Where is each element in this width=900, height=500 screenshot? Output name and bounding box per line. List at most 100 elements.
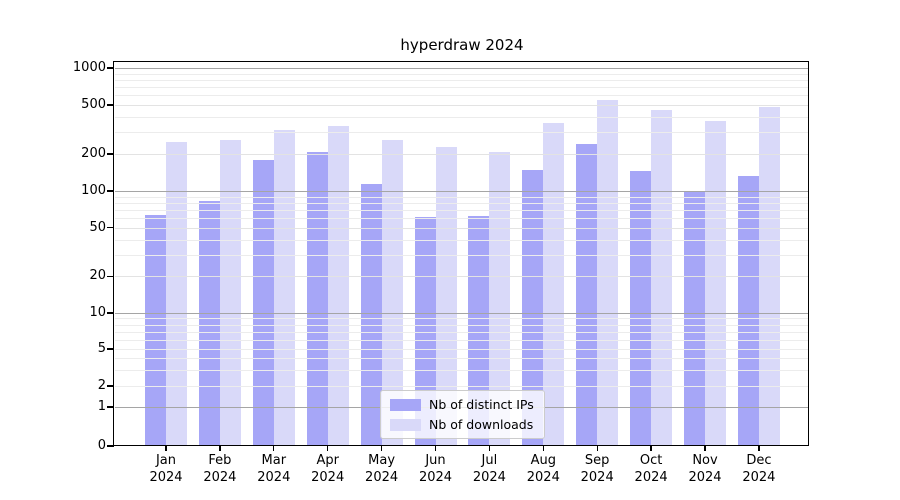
bar-nb-of-downloads-oct — [651, 109, 673, 446]
gridline — [115, 105, 809, 107]
bar-nb-of-downloads-apr — [327, 125, 349, 446]
legend-label-downloads: Nb of downloads — [429, 417, 534, 432]
x-tick-label-nov: Nov 2024 — [677, 452, 733, 486]
bar-nb-of-distinct-ips-apr — [306, 151, 328, 446]
gridline — [115, 318, 809, 320]
y-tick-mark — [107, 190, 114, 192]
bar-nb-of-downloads-feb — [219, 139, 241, 446]
gridline — [115, 116, 809, 118]
x-tick-label-line: Nov — [692, 453, 718, 468]
x-tick-label-line: Mar — [261, 453, 287, 468]
gridline — [115, 218, 809, 220]
chart-title: hyperdraw 2024 — [400, 36, 524, 54]
gridline — [115, 132, 809, 134]
legend-swatch-downloads — [390, 418, 421, 431]
x-tick-label-line: Jun — [425, 453, 446, 468]
legend-label-distinct-ips: Nb of distinct IPs — [429, 397, 534, 412]
x-tick-mark — [704, 446, 706, 451]
y-tick-label: 50 — [89, 219, 106, 235]
y-tick-mark — [107, 275, 114, 277]
bar-nb-of-distinct-ips-aug — [522, 170, 544, 446]
bar-nb-of-distinct-ips-jul — [468, 216, 490, 446]
gridline — [115, 202, 809, 204]
x-tick-label-may: May 2024 — [354, 452, 410, 486]
gridline — [115, 209, 809, 211]
bar-nb-of-distinct-ips-mar — [252, 160, 274, 446]
x-tick-mark — [434, 446, 437, 451]
x-tick-label-line: 2024 — [365, 470, 399, 485]
x-tick-label-line: May — [368, 453, 396, 468]
y-tick-mark — [107, 385, 114, 387]
x-tick-label-line: 2024 — [688, 470, 722, 485]
bar-nb-of-downloads-jun — [435, 146, 457, 446]
y-tick-mark — [107, 67, 114, 69]
y-tick-label: 1000 — [72, 60, 106, 75]
gridline — [115, 339, 809, 341]
x-tick-label-aug: Aug 2024 — [515, 452, 571, 486]
y-tick-mark — [107, 406, 114, 408]
y-tick-label: 10 — [89, 305, 106, 320]
x-tick-label-line: 2024 — [472, 470, 506, 485]
x-tick-label-line: 2024 — [257, 470, 291, 485]
legend-item-downloads: Nb of downloads — [390, 416, 535, 433]
x-tick-mark — [758, 446, 760, 451]
bar-nb-of-distinct-ips-jan — [145, 215, 166, 446]
legend: Nb of distinct IPs Nb of downloads — [380, 390, 545, 439]
gridline — [115, 254, 809, 256]
x-tick-mark — [542, 446, 544, 451]
plot-frame — [113, 61, 809, 446]
x-tick-mark — [488, 446, 491, 451]
gridline — [115, 276, 809, 278]
y-tick-mark — [107, 348, 114, 350]
x-tick-label-line: Sep — [584, 453, 610, 468]
x-tick-label-line: Apr — [316, 453, 339, 468]
bar-nb-of-distinct-ips-feb — [198, 200, 220, 446]
x-tick-label-jan: Jan 2024 — [138, 452, 194, 486]
gridline-decade — [115, 313, 809, 314]
x-tick-label-dec: Dec 2024 — [731, 452, 787, 486]
y-tick-mark — [107, 312, 114, 314]
gridline — [115, 73, 809, 75]
y-tick-mark — [107, 445, 114, 447]
x-tick-label-line: 2024 — [311, 470, 345, 485]
y-tick-label: 200 — [81, 145, 106, 161]
gridline — [115, 196, 809, 198]
x-tick-label-line: Jul — [481, 453, 498, 468]
x-tick-mark — [650, 446, 652, 451]
x-tick-label-line: 2024 — [580, 470, 614, 485]
gridline — [115, 386, 809, 387]
gridline-decade — [115, 191, 809, 192]
gridline — [115, 87, 809, 89]
x-tick-label-line: 2024 — [742, 470, 776, 485]
x-tick-mark — [380, 446, 383, 451]
x-tick-mark — [596, 446, 598, 451]
x-tick-label-line: Oct — [639, 453, 663, 468]
gridline-decade — [115, 68, 809, 69]
x-tick-mark — [327, 446, 329, 451]
x-tick-label-line: 2024 — [149, 470, 183, 485]
gridline — [115, 349, 809, 350]
x-tick-label-jun: Jun 2024 — [408, 452, 464, 486]
gridline — [115, 95, 809, 97]
gridline — [115, 369, 809, 371]
y-tick-mark — [107, 153, 114, 155]
x-tick-label-line: 2024 — [203, 470, 237, 485]
bar-nb-of-downloads-sep — [597, 99, 619, 446]
y-tick-label: 20 — [89, 268, 106, 284]
x-tick-label-mar: Mar 2024 — [246, 452, 302, 486]
bar-nb-of-downloads-mar — [273, 129, 295, 446]
x-tick-label-sep: Sep 2024 — [569, 452, 625, 486]
x-tick-label-feb: Feb 2024 — [192, 452, 248, 486]
y-tick-mark — [107, 104, 114, 106]
bar-nb-of-downloads-may — [381, 139, 403, 446]
bar-nb-of-downloads-nov — [705, 120, 726, 446]
bar-nb-of-distinct-ips-dec — [737, 176, 759, 446]
legend-swatch-distinct-ips — [390, 398, 421, 411]
x-tick-mark — [273, 446, 275, 451]
gridline — [115, 331, 809, 333]
legend-item-distinct-ips: Nb of distinct IPs — [390, 396, 535, 413]
bar-nb-of-downloads-jul — [489, 152, 511, 446]
y-tick-label: 500 — [81, 97, 106, 113]
gridline — [115, 239, 809, 241]
